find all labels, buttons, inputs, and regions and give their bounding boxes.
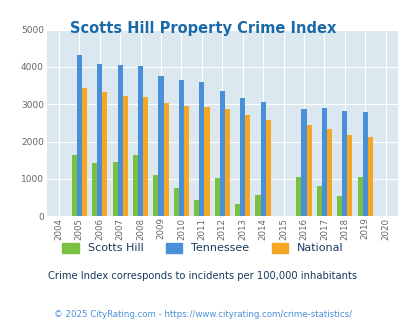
- Bar: [357, 177, 362, 216]
- Bar: [234, 204, 240, 216]
- Bar: [204, 107, 209, 216]
- Bar: [138, 66, 143, 216]
- Bar: [92, 163, 97, 216]
- Bar: [367, 137, 372, 216]
- Bar: [117, 65, 122, 216]
- Bar: [163, 103, 168, 216]
- Bar: [183, 106, 189, 216]
- Bar: [316, 186, 321, 216]
- Bar: [260, 102, 265, 216]
- Bar: [199, 82, 204, 216]
- Bar: [341, 111, 347, 216]
- Bar: [255, 195, 260, 216]
- Bar: [336, 196, 341, 216]
- Bar: [179, 80, 183, 216]
- Bar: [112, 162, 117, 216]
- Bar: [122, 96, 128, 216]
- Text: © 2025 CityRating.com - https://www.cityrating.com/crime-statistics/: © 2025 CityRating.com - https://www.city…: [54, 310, 351, 319]
- Bar: [194, 201, 199, 216]
- Bar: [347, 135, 352, 216]
- Bar: [245, 115, 250, 216]
- Bar: [224, 109, 229, 216]
- Bar: [102, 92, 107, 216]
- Bar: [132, 155, 138, 216]
- Bar: [82, 88, 87, 216]
- Text: Scotts Hill Property Crime Index: Scotts Hill Property Crime Index: [70, 21, 335, 36]
- Bar: [214, 178, 219, 216]
- Bar: [77, 55, 82, 216]
- Bar: [296, 177, 301, 216]
- Bar: [219, 91, 224, 216]
- Bar: [97, 64, 102, 216]
- Bar: [265, 119, 270, 216]
- Bar: [153, 175, 158, 216]
- Bar: [362, 113, 367, 216]
- Bar: [143, 97, 148, 216]
- Bar: [301, 109, 306, 216]
- Bar: [72, 155, 77, 216]
- Bar: [240, 98, 245, 216]
- Bar: [326, 128, 331, 216]
- Text: Crime Index corresponds to incidents per 100,000 inhabitants: Crime Index corresponds to incidents per…: [48, 271, 357, 281]
- Bar: [321, 108, 326, 216]
- Bar: [173, 188, 179, 216]
- Bar: [306, 125, 311, 216]
- Legend: Scotts Hill, Tennessee, National: Scotts Hill, Tennessee, National: [58, 238, 347, 258]
- Bar: [158, 76, 163, 216]
